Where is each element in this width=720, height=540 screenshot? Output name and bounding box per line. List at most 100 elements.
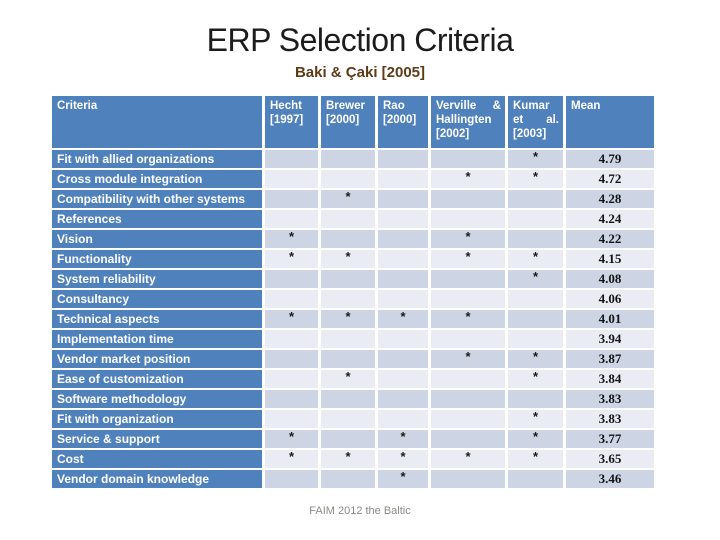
- mark-cell: [265, 410, 318, 428]
- mark-cell: *: [265, 310, 318, 328]
- mark-cell: *: [321, 310, 375, 328]
- mean-cell: 4.01: [566, 310, 654, 328]
- column-header: Mean: [566, 96, 654, 148]
- criteria-cell: Fit with allied organizations: [52, 150, 262, 168]
- mark-cell: *: [431, 230, 505, 248]
- mark-cell: [431, 470, 505, 488]
- mark-cell: *: [431, 250, 505, 268]
- table-row: Vision * * 4.22: [52, 230, 654, 248]
- mark-cell: *: [508, 270, 563, 288]
- mark-cell: [265, 470, 318, 488]
- mark-cell: [265, 150, 318, 168]
- mark-cell: *: [321, 450, 375, 468]
- slide-footer: FAIM 2012 the Baltic: [309, 505, 411, 517]
- criteria-cell: Fit with organization: [52, 410, 262, 428]
- mean-cell: 4.08: [566, 270, 654, 288]
- mean-cell: 3.46: [566, 470, 654, 488]
- criteria-cell: Consultancy: [52, 290, 262, 308]
- mean-cell: 3.84: [566, 370, 654, 388]
- table-row: References 4.24: [52, 210, 654, 228]
- mark-cell: [321, 350, 375, 368]
- table-header-row: Criteria Hecht [1997] Brewer [2000] Rao [20…: [52, 96, 654, 148]
- table-row: Consultancy 4.06: [52, 290, 654, 308]
- mark-cell: [321, 470, 375, 488]
- mark-cell: [508, 230, 563, 248]
- mark-cell: [378, 270, 428, 288]
- mark-cell: [321, 230, 375, 248]
- erp-criteria-table: Criteria Hecht [1997] Brewer [2000] Rao [20…: [52, 96, 654, 490]
- mark-cell: [321, 290, 375, 308]
- mark-cell: [508, 310, 563, 328]
- mark-cell: *: [508, 150, 563, 168]
- criteria-cell: References: [52, 210, 262, 228]
- table-row: Software methodology 3.83: [52, 390, 654, 408]
- mark-cell: [378, 290, 428, 308]
- criteria-cell: Compatibility with other systems: [52, 190, 262, 208]
- mean-cell: 4.06: [566, 290, 654, 308]
- mean-cell: 3.83: [566, 390, 654, 408]
- criteria-cell: Software methodology: [52, 390, 262, 408]
- criteria-cell: Vision: [52, 230, 262, 248]
- mean-cell: 4.24: [566, 210, 654, 228]
- mark-cell: [431, 190, 505, 208]
- mark-cell: [265, 330, 318, 348]
- criteria-cell: Service & support: [52, 430, 262, 448]
- mark-cell: *: [265, 430, 318, 448]
- mark-cell: *: [508, 410, 563, 428]
- table-row: System reliability * 4.08: [52, 270, 654, 288]
- mark-cell: [378, 190, 428, 208]
- mark-cell: [378, 350, 428, 368]
- table-row: Technical aspects * * * * 4.01: [52, 310, 654, 328]
- mark-cell: [265, 270, 318, 288]
- table-row: Service & support * * * 3.77: [52, 430, 654, 448]
- mean-cell: 4.72: [566, 170, 654, 188]
- criteria-cell: Cross module integration: [52, 170, 262, 188]
- mark-cell: *: [508, 370, 563, 388]
- mark-cell: [378, 390, 428, 408]
- mark-cell: [378, 170, 428, 188]
- mark-cell: [508, 330, 563, 348]
- mark-cell: [378, 250, 428, 268]
- mark-cell: [321, 270, 375, 288]
- mean-cell: 4.22: [566, 230, 654, 248]
- table-row: Fit with allied organizations * 4.79: [52, 150, 654, 168]
- mark-cell: *: [431, 310, 505, 328]
- mark-cell: [508, 470, 563, 488]
- mark-cell: [378, 230, 428, 248]
- mark-cell: *: [508, 450, 563, 468]
- mark-cell: [508, 210, 563, 228]
- mark-cell: [508, 390, 563, 408]
- mark-cell: *: [265, 450, 318, 468]
- mark-cell: *: [431, 450, 505, 468]
- mean-cell: 3.83: [566, 410, 654, 428]
- table-row: Ease of customization * * 3.84: [52, 370, 654, 388]
- mark-cell: [378, 150, 428, 168]
- mark-cell: [431, 370, 505, 388]
- mark-cell: [431, 270, 505, 288]
- criteria-cell: Technical aspects: [52, 310, 262, 328]
- mark-cell: *: [265, 230, 318, 248]
- mean-cell: 4.28: [566, 190, 654, 208]
- mean-cell: 3.94: [566, 330, 654, 348]
- table-row: Cross module integration * * 4.72: [52, 170, 654, 188]
- mark-cell: [431, 390, 505, 408]
- mean-cell: 3.87: [566, 350, 654, 368]
- mark-cell: [378, 210, 428, 228]
- mark-cell: [265, 290, 318, 308]
- mark-cell: [431, 290, 505, 308]
- mark-cell: [265, 390, 318, 408]
- mark-cell: [431, 150, 505, 168]
- table-row: Cost * * * * * 3.65: [52, 450, 654, 468]
- mark-cell: [321, 410, 375, 428]
- slide-subtitle: Baki & Çaki [2005]: [294, 64, 426, 81]
- criteria-cell: Implementation time: [52, 330, 262, 348]
- mark-cell: [431, 210, 505, 228]
- criteria-cell: Functionality: [52, 250, 262, 268]
- mark-cell: [431, 410, 505, 428]
- criteria-cell: Vendor domain knowledge: [52, 470, 262, 488]
- mean-cell: 3.77: [566, 430, 654, 448]
- mark-cell: [378, 330, 428, 348]
- table-row: Implementation time 3.94: [52, 330, 654, 348]
- mark-cell: *: [508, 430, 563, 448]
- mean-cell: 4.79: [566, 150, 654, 168]
